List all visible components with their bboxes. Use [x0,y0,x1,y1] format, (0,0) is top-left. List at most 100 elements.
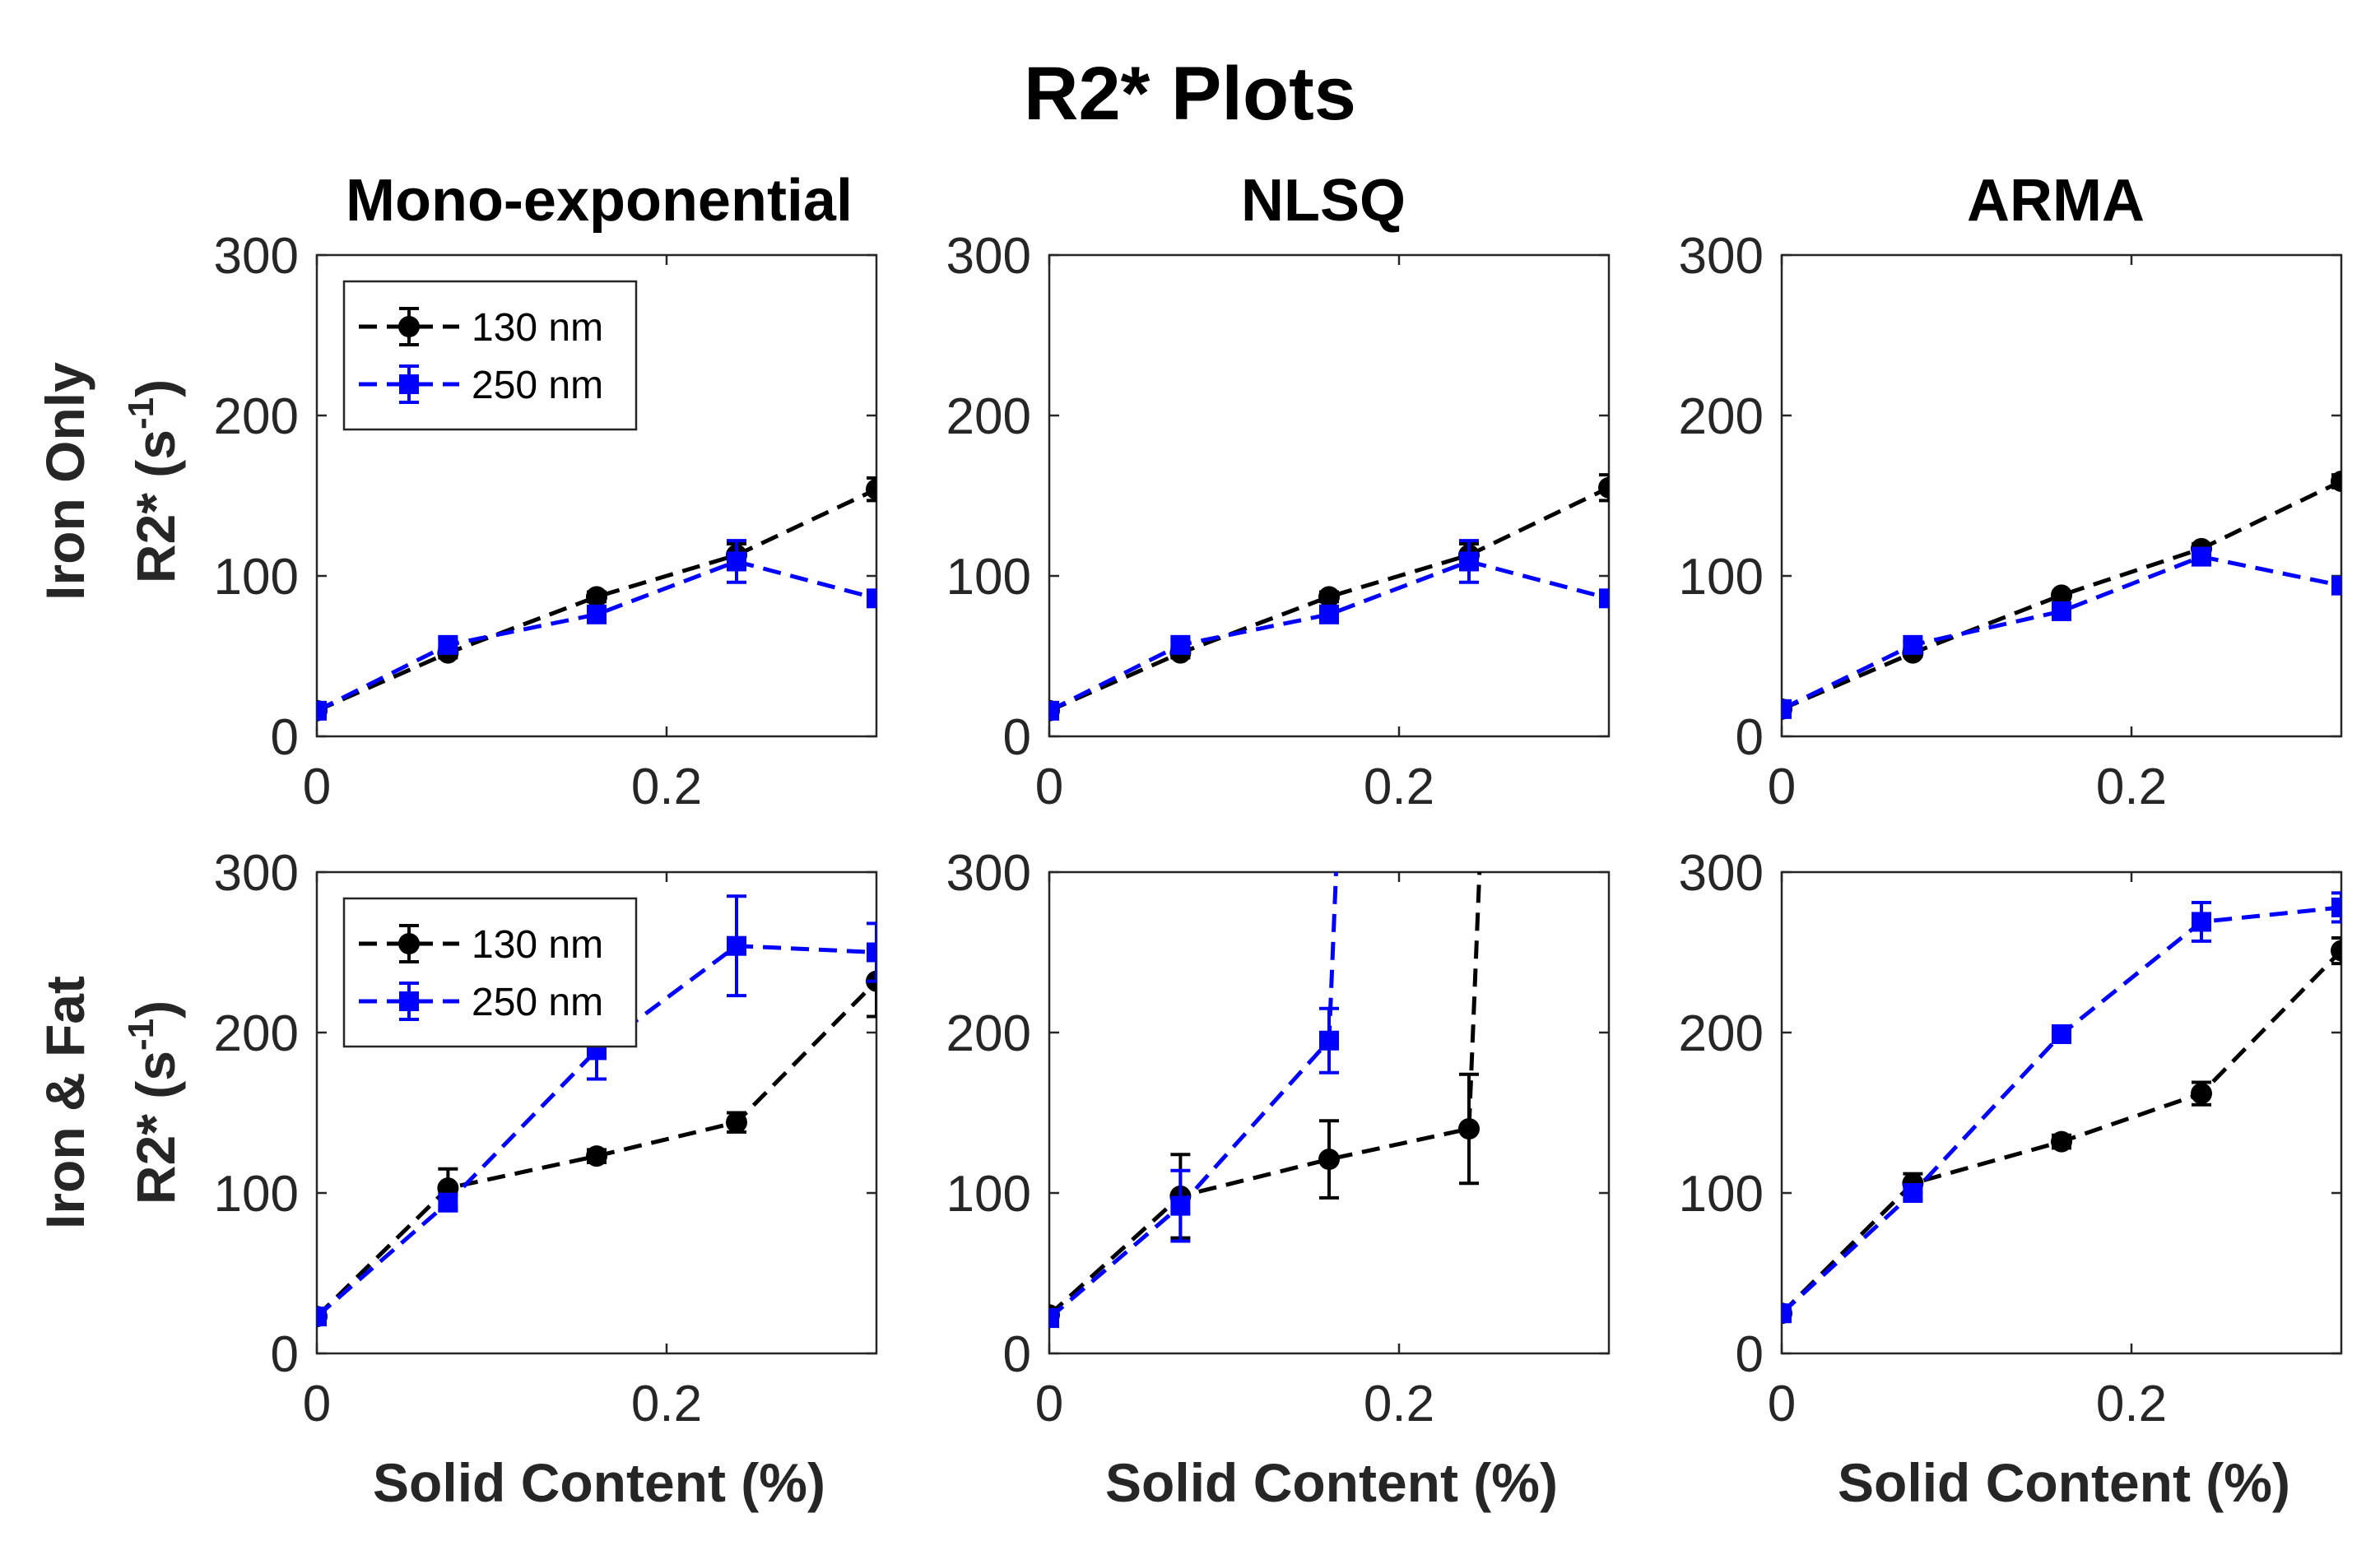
x-tick-label: 0.2 [2096,759,2167,815]
data-point [1782,1303,1792,1324]
series-line [1782,905,2341,1316]
panel-r2-c3: 0 100 200 300 0 0.2 [1679,845,2343,1432]
data-point [1319,1030,1339,1051]
y-tick-label: 100 [1679,1166,1764,1223]
y-tick-label: 0 [1003,709,1031,766]
data-point [1049,1308,1059,1329]
x-tick-label: 0.2 [2096,1376,2167,1432]
plot-area [1782,891,2341,1325]
y-tick-label: 100 [946,549,1031,606]
svg-text:Iron Only: Iron Only [35,362,95,601]
data-point [2331,575,2341,596]
data-point [867,588,876,609]
data-point [2192,912,2211,932]
y-tick-label: 200 [1679,1005,1764,1062]
panel-r1-c1: 0 100 200 300 0 0.2 130 nm 250 nm [214,228,878,815]
y-tick-label: 300 [946,845,1031,902]
x-tick-label: 0 [303,1376,331,1432]
y-tick-label: 0 [271,1326,299,1383]
y-tick-label: 200 [946,388,1031,445]
y-tick-label: 0 [271,709,299,766]
x-tick-label: 0.2 [1364,759,1434,815]
x-tick-label: 0.2 [631,759,702,815]
data-point [867,942,876,963]
x-axis-label-col-2: Solid Content (%) [1105,1452,1558,1513]
series-130-nm [1782,470,2341,720]
legend-marker [399,991,419,1011]
series-250-nm [317,539,876,721]
series-line [317,487,876,713]
data-point [2052,601,2071,621]
data-point [2051,1130,2072,1153]
data-point [1782,699,1792,719]
y-tick-label: 200 [214,388,299,445]
series-250-nm [1049,872,1339,1329]
legend-label: 130 nm [472,306,603,350]
data-point [2331,897,2341,917]
data-point [1318,586,1340,608]
plot-area [1049,872,1482,1329]
data-point [1903,1183,1923,1203]
column-title-arma: ARMA [1967,168,2145,234]
series-line [1049,872,1482,1317]
y-tick-label: 100 [214,1166,299,1223]
series-line [1049,559,1609,713]
data-point [1318,1149,1340,1171]
axes-box [1780,870,2343,1355]
data-point [317,700,327,721]
data-point [1170,634,1191,655]
series-130-nm [1782,935,2341,1325]
series-250-nm [1782,891,2341,1324]
y-tick-label: 300 [214,845,299,902]
data-point [1049,700,1059,721]
y-tick-label: 200 [1679,388,1764,445]
legend: 130 nm 250 nm [342,897,638,1048]
x-tick-label: 0 [1035,1376,1063,1432]
data-point [1599,588,1609,609]
data-point [1598,476,1609,499]
svg-text:R2* (s-1): R2* (s-1) [121,379,186,583]
data-point [317,1307,327,1327]
series-130-nm [317,476,876,722]
data-point [1319,604,1339,624]
y-tick-label: 200 [946,1005,1031,1062]
axes-box [315,870,878,1355]
plot-area [317,476,876,722]
x-tick-label: 0 [303,759,331,815]
svg-text:R2* (s-1): R2* (s-1) [121,1000,186,1204]
series-line [1049,485,1609,713]
panel-r1-c2: 0 100 200 300 0 0.2 [946,228,1611,815]
data-point [586,586,607,608]
y-axis-label-row-2: R2* (s-1) [121,1000,186,1204]
y-tick-label: 300 [214,228,299,285]
data-point [2191,1083,2212,1105]
data-point [1170,1195,1191,1216]
y-axis-label-row-1: R2* (s-1) [121,379,186,583]
legend-box [342,280,638,431]
legend-marker [398,933,420,954]
x-tick-label: 0 [1768,759,1796,815]
data-point [2192,546,2211,567]
series-250-nm [1782,546,2341,719]
legend-marker [399,374,419,394]
x-tick-label: 0.2 [1364,1376,1434,1432]
axes-box [1048,253,1611,738]
legend-marker [398,316,420,337]
x-tick-label: 0.2 [631,1376,702,1432]
plot-area [1049,473,1609,722]
plot-area [1782,470,2341,720]
axes-box [1780,253,2343,738]
plot-area [317,894,876,1328]
data-point [2051,584,2072,606]
column-title-nlsq: NLSQ [1241,168,1406,234]
y-tick-label: 0 [1736,709,1764,766]
legend-label: 130 nm [472,923,603,967]
x-tick-label: 0 [1768,1376,1796,1432]
data-point [2052,1023,2071,1044]
data-point [726,1112,747,1134]
series-130-nm [1049,872,1482,1326]
data-point [587,604,607,624]
data-point [2331,940,2341,962]
